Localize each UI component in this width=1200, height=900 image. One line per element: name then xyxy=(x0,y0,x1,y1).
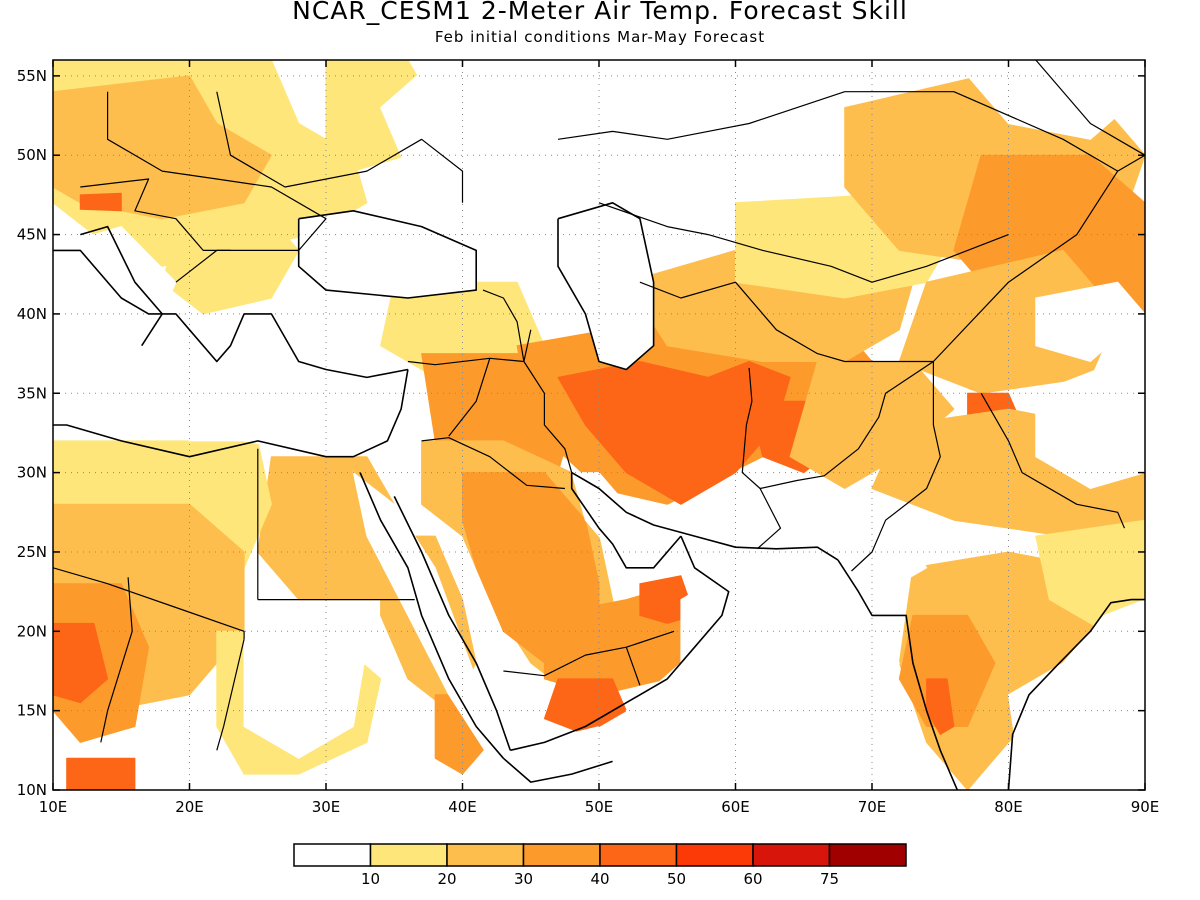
border-europe-grid-c xyxy=(80,178,231,251)
longitude-axis: 10E 20E 30E 40E 50E 60E 70E 80E 90E xyxy=(39,60,1160,816)
coast-levant-coast xyxy=(53,369,409,458)
country-borders xyxy=(53,60,1145,751)
colorbar-swatch xyxy=(675,843,754,867)
colorbar-swatch xyxy=(446,843,525,867)
skill-region-malabar-hot xyxy=(926,678,955,735)
colorbar-label: 40 xyxy=(590,870,609,888)
chart-title: NCAR_CESM1 2-Meter Air Temp. Forecast Sk… xyxy=(292,0,908,25)
x-tick-label: 20E xyxy=(175,798,204,816)
x-tick-label: 50E xyxy=(585,798,614,816)
colorbar-swatch xyxy=(369,843,448,867)
x-tick-label: 70E xyxy=(858,798,887,816)
coast-gulf-coast xyxy=(570,472,682,569)
coast-black-sea-coast xyxy=(297,210,478,299)
y-tick-label: 30N xyxy=(17,464,47,482)
blank-areas xyxy=(53,60,1145,790)
colorbar-label: 10 xyxy=(361,870,380,888)
border-saudi-north xyxy=(421,437,565,490)
y-tick-label: 45N xyxy=(17,226,47,244)
colorbar-swatch xyxy=(522,843,601,867)
coast-red-sea-west-coast xyxy=(359,472,505,759)
blank-persian-gulf xyxy=(571,472,682,569)
x-tick-label: 80E xyxy=(994,798,1023,816)
border-libya-south xyxy=(53,567,245,640)
y-tick-label: 15N xyxy=(17,702,47,720)
colorbar-swatch xyxy=(752,843,831,867)
coast-iran-coast xyxy=(571,471,839,561)
skill-region-yemen-hot xyxy=(543,678,627,735)
border-russia-kazakh xyxy=(557,91,1119,172)
skill-region-balkans xyxy=(161,218,300,315)
skill-region-chad-south-hot xyxy=(66,757,136,790)
coastlines xyxy=(53,202,1145,790)
skill-region-alps xyxy=(79,192,122,212)
lat-lon-grid xyxy=(53,60,1145,790)
border-central-asia xyxy=(639,154,1145,363)
y-tick-label: 10N xyxy=(17,781,47,799)
colorbar-label: 30 xyxy=(514,870,533,888)
blank-tibet-blank xyxy=(1035,281,1145,363)
colorbar-swatch xyxy=(828,843,907,867)
border-saudi-yemen xyxy=(503,630,675,677)
chart-subtitle: Feb initial conditions Mar-May Forecast xyxy=(434,28,766,46)
coast-med-north-coast xyxy=(53,249,409,379)
coast-india-west-coast xyxy=(837,559,959,790)
blank-mongolia-blank xyxy=(953,60,1145,140)
blank-bay-of-bengal xyxy=(1007,599,1145,790)
blank-himalaya-blank xyxy=(1035,360,1145,490)
y-tick-label: 50N xyxy=(17,146,47,164)
x-tick-label: 60E xyxy=(721,798,750,816)
border-chad-niger xyxy=(100,577,133,743)
blank-mediterranean-east xyxy=(147,345,382,458)
colorbar-legend: 10 20 30 40 50 60 75 xyxy=(293,843,907,888)
colorbar-label: 20 xyxy=(437,870,456,888)
blank-arabian-sea xyxy=(625,551,900,790)
coast-caspian-coast xyxy=(557,202,655,371)
border-iran-afghan xyxy=(741,367,782,550)
y-tick-label: 35N xyxy=(17,384,47,402)
coast-india-east-coast xyxy=(1007,598,1145,790)
blank-kazakh-blank xyxy=(461,154,600,236)
border-mongolia-china xyxy=(1035,60,1145,156)
colorbar-swatch xyxy=(293,843,372,867)
border-europe-grid-b xyxy=(216,91,464,203)
x-tick-label: 40E xyxy=(448,798,477,816)
coast-somalia-coast xyxy=(502,757,613,783)
colorbar-label: 60 xyxy=(743,870,762,888)
skill-shading xyxy=(53,60,1145,790)
border-afghan-pak xyxy=(759,361,934,490)
x-tick-label: 30E xyxy=(312,798,341,816)
y-tick-label: 20N xyxy=(17,622,47,640)
x-tick-label: 90E xyxy=(1131,798,1160,816)
border-iraq-iran xyxy=(523,329,573,473)
coast-italy-east xyxy=(80,225,163,347)
border-kazakh-south xyxy=(598,202,1009,283)
x-tick-label: 10E xyxy=(39,798,68,816)
y-tick-label: 55N xyxy=(17,67,47,85)
blank-black-sea xyxy=(298,210,477,299)
blank-mediterranean-central xyxy=(53,313,177,394)
border-europe-grid-a xyxy=(106,91,327,283)
border-syria-iraq xyxy=(448,358,491,437)
coast-arabia-south-coast xyxy=(510,535,730,752)
coast-red-sea-east-coast xyxy=(393,496,512,751)
y-tick-label: 40N xyxy=(17,305,47,323)
border-turkey-east xyxy=(407,289,525,366)
border-yemen-oman xyxy=(625,646,641,686)
blank-east-africa-blank xyxy=(461,757,614,790)
latitude-axis: 10N 15N 20N 25N 30N 35N 40N 45N 50N 55N xyxy=(17,67,1145,799)
colorbar-swatch xyxy=(599,843,678,867)
border-pak-india xyxy=(851,361,941,572)
colorbar-label: 75 xyxy=(820,870,839,888)
border-india-nepal-china xyxy=(980,393,1126,529)
colorbar-label: 50 xyxy=(667,870,686,888)
y-tick-label: 25N xyxy=(17,543,47,561)
skill-region-lake-chad-hot xyxy=(53,622,109,704)
border-chad-sudan xyxy=(216,639,245,751)
blank-ne-africa-blank xyxy=(243,614,368,759)
